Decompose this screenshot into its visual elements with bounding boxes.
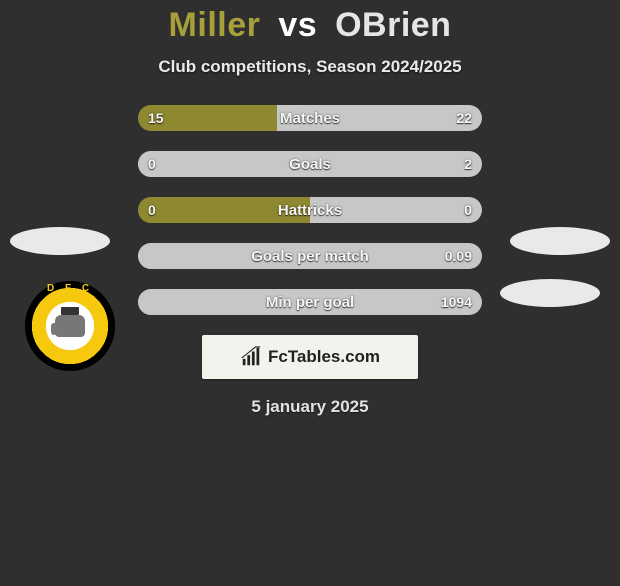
stat-fill-right — [138, 243, 482, 269]
stat-fill-right — [277, 105, 482, 131]
stat-fill-left — [138, 197, 310, 223]
stat-bars: Matches1522 Goals02 Hattricks00 Goals per m… — [138, 105, 482, 315]
bars-chart-icon — [240, 346, 262, 368]
source-logo: FcTables.com — [202, 335, 418, 379]
page-title: Miller vs OBrien — [0, 6, 620, 45]
stat-fill-left — [138, 105, 277, 131]
left-team-pill-1 — [10, 227, 110, 255]
badge-inner — [46, 302, 94, 350]
stat-fill-right — [138, 289, 482, 315]
stat-row: Matches1522 — [138, 105, 482, 131]
left-team-badge: D F C — [25, 281, 115, 371]
stat-fill-right — [310, 197, 482, 223]
stat-row: Min per goal1094 — [138, 289, 482, 315]
snapshot-date: 5 january 2025 — [0, 397, 620, 417]
right-team-pill-1 — [510, 227, 610, 255]
title-player2: OBrien — [335, 6, 451, 44]
source-logo-text: FcTables.com — [268, 347, 380, 367]
stat-row: Goals02 — [138, 151, 482, 177]
badge-initials: D F C — [25, 284, 115, 294]
stat-row: Hattricks00 — [138, 197, 482, 223]
title-player1: Miller — [169, 6, 261, 44]
stat-row: Goals per match0.09 — [138, 243, 482, 269]
stat-fill-right — [138, 151, 482, 177]
comparison-stage: D F C Matches1522 Goals02 Hattricks00 Goals… — [0, 105, 620, 315]
elephant-icon — [55, 315, 85, 337]
subtitle: Club competitions, Season 2024/2025 — [0, 57, 620, 77]
right-team-pill-2 — [500, 279, 600, 307]
title-vs: vs — [278, 6, 317, 44]
